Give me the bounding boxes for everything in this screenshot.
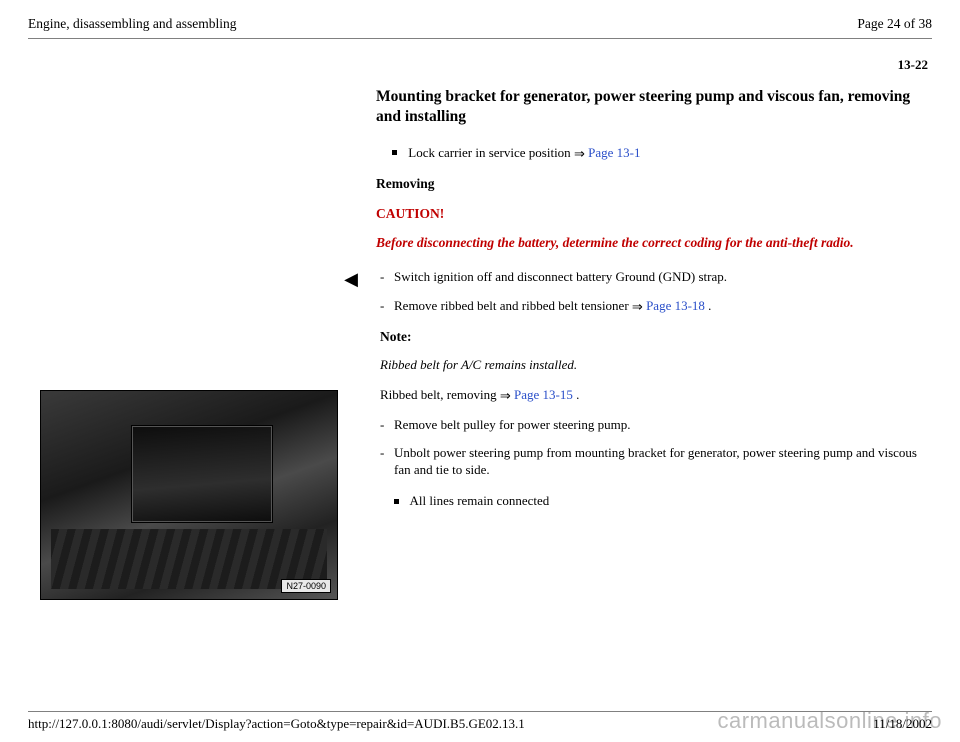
ribbed-text-pre: Ribbed belt, removing — [380, 387, 500, 402]
note-label: Note: — [380, 329, 932, 345]
footer-url: http://127.0.0.1:8080/audi/servlet/Displ… — [28, 716, 525, 732]
left-gutter — [28, 87, 364, 265]
link-page-13-1[interactable]: Page 13-1 — [588, 145, 640, 160]
bottom-rule — [28, 711, 932, 712]
top-rule — [28, 38, 932, 39]
ribbed-belt-line: Ribbed belt, removing ⇒ Page 13-15 . — [380, 387, 932, 403]
dash-icon: - — [380, 269, 394, 286]
dash-icon: - — [380, 445, 394, 479]
link-page-13-18[interactable]: Page 13-18 — [646, 298, 705, 313]
dash-icon: - — [380, 417, 394, 434]
arrow-icon: ⇒ — [574, 146, 585, 163]
ribbed-text-post: . — [573, 387, 580, 402]
step-text-post: . — [705, 298, 712, 313]
step-list-2: - Remove belt pulley for power steering … — [380, 417, 932, 480]
footer: http://127.0.0.1:8080/audi/servlet/Displ… — [28, 711, 932, 732]
bullet-lock-carrier: Lock carrier in service position ⇒ Page … — [392, 145, 926, 162]
top-bullet-list: Lock carrier in service position ⇒ Page … — [392, 145, 926, 162]
step-remove-pulley: - Remove belt pulley for power steering … — [380, 417, 932, 434]
caution-body: Before disconnecting the battery, determ… — [376, 234, 926, 251]
arrow-icon: ⇒ — [500, 388, 511, 404]
note-body: Ribbed belt for A/C remains installed. — [380, 357, 932, 373]
step-text: Remove ribbed belt and ribbed belt tensi… — [394, 298, 632, 313]
figure-tag: N27-0090 — [281, 579, 331, 593]
step-switch-ignition: - Switch ignition off and disconnect bat… — [380, 269, 932, 286]
step-unbolt-pump: - Unbolt power steering pump from mounti… — [380, 445, 932, 479]
caution-label: CAUTION! — [376, 206, 926, 222]
header-title: Engine, disassembling and assembling — [28, 16, 236, 32]
link-page-13-15[interactable]: Page 13-15 — [514, 387, 573, 402]
page-indicator: Page 24 of 38 — [857, 16, 932, 32]
step-remove-ribbed-belt: - Remove ribbed belt and ribbed belt ten… — [380, 298, 932, 315]
arrow-icon: ⇒ — [632, 299, 643, 316]
bullet-lines-connected: All lines remain connected — [394, 493, 932, 509]
bullet-text: Lock carrier in service position — [408, 145, 574, 160]
removing-label: Removing — [376, 176, 926, 192]
step-text: Remove belt pulley for power steering pu… — [394, 417, 630, 434]
footer-date: 11/18/2002 — [873, 716, 932, 732]
step-text: Switch ignition off and disconnect batte… — [394, 269, 727, 286]
figure-battery: N27-0090 — [40, 390, 338, 600]
step-list-1: - Switch ignition off and disconnect bat… — [380, 269, 932, 315]
step-text: Unbolt power steering pump from mounting… — [394, 445, 932, 479]
main-heading: Mounting bracket for generator, power st… — [376, 87, 926, 127]
bullet-text: All lines remain connected — [410, 493, 550, 508]
dash-icon: - — [380, 298, 394, 315]
bottom-bullet-list: All lines remain connected — [394, 493, 932, 509]
page-ref: 13-22 — [28, 57, 932, 73]
